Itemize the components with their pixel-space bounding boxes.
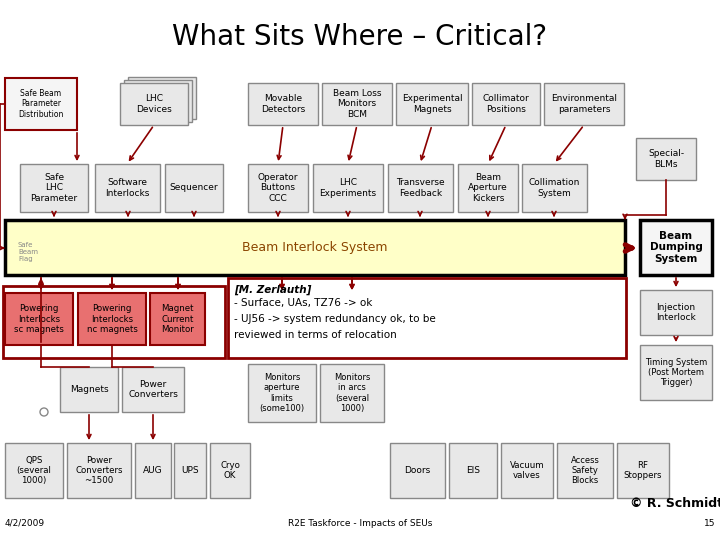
Bar — [248, 364, 316, 422]
Text: Powering
Interlocks
nc magnets: Powering Interlocks nc magnets — [86, 304, 138, 334]
Text: R2E Taskforce - Impacts of SEUs: R2E Taskforce - Impacts of SEUs — [288, 519, 432, 528]
Bar — [617, 443, 669, 498]
Text: Magnet
Current
Monitor: Magnet Current Monitor — [161, 304, 194, 334]
Text: Safe
Beam
Flag: Safe Beam Flag — [18, 242, 38, 262]
Bar — [5, 443, 63, 498]
Bar — [20, 164, 88, 212]
Bar — [501, 443, 553, 498]
Bar — [390, 443, 445, 498]
Text: Beam Interlock System: Beam Interlock System — [242, 241, 388, 254]
Text: Cryo
OK: Cryo OK — [220, 461, 240, 480]
Text: Injection
Interlock: Injection Interlock — [656, 303, 696, 322]
Text: Monitors
in arcs
(several
1000): Monitors in arcs (several 1000) — [334, 373, 370, 413]
Text: LHC
Devices: LHC Devices — [136, 94, 172, 114]
Text: EIS: EIS — [466, 466, 480, 475]
Bar — [60, 367, 118, 412]
Text: RF
Stoppers: RF Stoppers — [624, 461, 662, 480]
Bar — [150, 293, 205, 345]
Bar — [122, 367, 184, 412]
Bar — [322, 83, 392, 125]
Bar — [3, 286, 225, 358]
Bar — [388, 164, 453, 212]
Text: Special-
BLMs: Special- BLMs — [648, 149, 684, 168]
Bar — [165, 164, 223, 212]
Text: Beam
Dumping
System: Beam Dumping System — [649, 231, 703, 264]
Bar — [640, 290, 712, 335]
Bar — [5, 78, 77, 130]
Text: 15: 15 — [703, 519, 715, 528]
Bar — [174, 443, 206, 498]
Text: [M. Zerlauth]: [M. Zerlauth] — [234, 285, 311, 295]
Bar — [396, 83, 468, 125]
Text: Power
Converters
~1500: Power Converters ~1500 — [76, 456, 122, 485]
Text: Transverse
Feedback: Transverse Feedback — [396, 178, 445, 198]
Text: Sequencer: Sequencer — [170, 184, 218, 192]
Bar — [458, 164, 518, 212]
Text: Monitors
aperture
limits
(some100): Monitors aperture limits (some100) — [259, 373, 305, 413]
Text: LHC
Experiments: LHC Experiments — [320, 178, 377, 198]
Text: Magnets: Magnets — [70, 385, 108, 394]
Bar — [228, 278, 626, 358]
Bar — [544, 83, 624, 125]
Bar — [78, 293, 146, 345]
Text: AUG: AUG — [143, 466, 163, 475]
Bar — [640, 220, 712, 275]
Bar — [522, 164, 587, 212]
Text: Powering
Interlocks
sc magnets: Powering Interlocks sc magnets — [14, 304, 64, 334]
Text: Timing System
(Post Mortem
Trigger): Timing System (Post Mortem Trigger) — [645, 357, 707, 387]
Text: Environmental
parameters: Environmental parameters — [551, 94, 617, 114]
Text: Software
Interlocks: Software Interlocks — [105, 178, 150, 198]
Text: UPS: UPS — [181, 466, 199, 475]
Text: Safe Beam
Parameter
Distribution: Safe Beam Parameter Distribution — [18, 89, 63, 119]
Text: Vacuum
valves: Vacuum valves — [510, 461, 544, 480]
Bar — [135, 443, 171, 498]
Bar — [640, 345, 712, 400]
Bar — [313, 164, 383, 212]
Text: 4/2/2009: 4/2/2009 — [5, 519, 45, 528]
Text: Movable
Detectors: Movable Detectors — [261, 94, 305, 114]
Text: Collimation
System: Collimation System — [528, 178, 580, 198]
Text: - Surface, UAs, TZ76 -> ok: - Surface, UAs, TZ76 -> ok — [234, 298, 372, 308]
Bar — [95, 164, 160, 212]
Text: Collimator
Positions: Collimator Positions — [482, 94, 529, 114]
Bar — [67, 443, 131, 498]
Bar — [124, 80, 192, 122]
Bar — [636, 138, 696, 180]
Text: Doors: Doors — [405, 466, 431, 475]
Text: Operator
Buttons
CCC: Operator Buttons CCC — [258, 173, 298, 203]
Bar — [210, 443, 250, 498]
Bar — [449, 443, 497, 498]
Text: Experimental
Magnets: Experimental Magnets — [402, 94, 462, 114]
Text: QPS
(several
1000): QPS (several 1000) — [17, 456, 51, 485]
Bar — [5, 220, 625, 275]
Text: Beam
Aperture
Kickers: Beam Aperture Kickers — [468, 173, 508, 203]
Text: What Sits Where – Critical?: What Sits Where – Critical? — [172, 23, 548, 51]
Text: Power
Converters: Power Converters — [128, 380, 178, 399]
Bar — [248, 164, 308, 212]
Bar — [248, 83, 318, 125]
Bar — [5, 293, 73, 345]
Bar — [120, 83, 188, 125]
Text: © R. Schmidt: © R. Schmidt — [630, 497, 720, 510]
Text: reviewed in terms of relocation: reviewed in terms of relocation — [234, 330, 397, 340]
Circle shape — [40, 408, 48, 416]
Bar — [128, 77, 196, 119]
Bar — [472, 83, 540, 125]
Text: Access
Safety
Blocks: Access Safety Blocks — [570, 456, 600, 485]
Text: Safe
LHC
Parameter: Safe LHC Parameter — [30, 173, 78, 203]
Bar — [320, 364, 384, 422]
Bar — [557, 443, 613, 498]
Text: Beam Loss
Monitors
BCM: Beam Loss Monitors BCM — [333, 89, 382, 119]
Text: - UJ56 -> system redundancy ok, to be: - UJ56 -> system redundancy ok, to be — [234, 314, 436, 324]
